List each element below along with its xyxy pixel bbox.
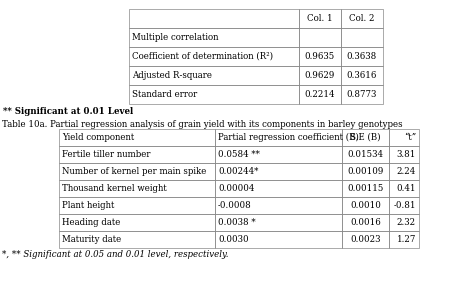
Bar <box>215 197 342 214</box>
Bar <box>342 180 389 197</box>
Text: 0.00244*: 0.00244* <box>218 167 258 176</box>
Text: 0.9635: 0.9635 <box>305 52 335 61</box>
Text: 0.01534: 0.01534 <box>347 150 383 159</box>
Bar <box>342 231 389 248</box>
Bar <box>299 85 341 104</box>
Bar <box>341 9 383 28</box>
Text: Table 10a. Partial regression analysis of grain yield with its components in bar: Table 10a. Partial regression analysis o… <box>2 120 402 129</box>
Bar <box>215 146 342 163</box>
Bar <box>389 146 419 163</box>
Bar <box>215 129 342 146</box>
Bar <box>342 163 389 180</box>
Text: 0.3616: 0.3616 <box>347 71 377 80</box>
Bar <box>342 129 389 146</box>
Text: -0.81: -0.81 <box>393 201 416 210</box>
Text: Number of kernel per main spike: Number of kernel per main spike <box>62 167 206 176</box>
Text: Plant height: Plant height <box>62 201 114 210</box>
Text: 0.0038 *: 0.0038 * <box>218 218 255 227</box>
Bar <box>59 197 215 214</box>
Text: 0.0016: 0.0016 <box>350 218 381 227</box>
Text: -0.0008: -0.0008 <box>218 201 252 210</box>
Bar <box>299 47 341 66</box>
Bar <box>59 231 215 248</box>
Text: 0.00109: 0.00109 <box>347 167 383 176</box>
Bar <box>342 214 389 231</box>
Bar <box>341 66 383 85</box>
Bar <box>59 129 215 146</box>
Bar <box>215 163 342 180</box>
Bar <box>389 197 419 214</box>
Text: 3.81: 3.81 <box>397 150 416 159</box>
Text: Maturity date: Maturity date <box>62 235 121 244</box>
Bar <box>299 66 341 85</box>
Bar <box>389 231 419 248</box>
Text: 0.0010: 0.0010 <box>350 201 381 210</box>
Bar <box>129 9 299 28</box>
Text: Adjusted R-square: Adjusted R-square <box>132 71 212 80</box>
Bar <box>299 9 341 28</box>
Text: *, ** Significant at 0.05 and 0.01 level, respectively.: *, ** Significant at 0.05 and 0.01 level… <box>2 250 228 259</box>
Text: Thousand kernel weight: Thousand kernel weight <box>62 184 167 193</box>
Text: 0.0023: 0.0023 <box>350 235 381 244</box>
Text: Heading date: Heading date <box>62 218 120 227</box>
Text: 2.24: 2.24 <box>397 167 416 176</box>
Text: S.E (B): S.E (B) <box>350 133 381 142</box>
Text: “t”: “t” <box>404 133 416 142</box>
Bar <box>215 180 342 197</box>
Text: Fertile tiller number: Fertile tiller number <box>62 150 151 159</box>
Text: 0.8773: 0.8773 <box>347 90 377 99</box>
Bar <box>215 214 342 231</box>
Bar <box>389 129 419 146</box>
Text: Partial regression coefficient (B): Partial regression coefficient (B) <box>218 133 359 142</box>
Bar <box>389 180 419 197</box>
Bar <box>341 47 383 66</box>
Bar <box>129 66 299 85</box>
Text: Coefficient of determination (R²): Coefficient of determination (R²) <box>132 52 273 61</box>
Bar <box>215 231 342 248</box>
Bar <box>299 28 341 47</box>
Bar <box>389 163 419 180</box>
Text: 0.3638: 0.3638 <box>347 52 377 61</box>
Bar <box>129 28 299 47</box>
Text: Multiple correlation: Multiple correlation <box>132 33 219 42</box>
Text: 0.00004: 0.00004 <box>218 184 255 193</box>
Text: 1.27: 1.27 <box>397 235 416 244</box>
Bar <box>341 28 383 47</box>
Bar <box>342 197 389 214</box>
Bar <box>59 146 215 163</box>
Text: Yield component: Yield component <box>62 133 134 142</box>
Text: 0.41: 0.41 <box>396 184 416 193</box>
Bar <box>389 214 419 231</box>
Text: Col. 2: Col. 2 <box>349 14 375 23</box>
Text: Col. 1: Col. 1 <box>307 14 333 23</box>
Text: Standard error: Standard error <box>132 90 197 99</box>
Text: 0.0030: 0.0030 <box>218 235 249 244</box>
Text: ** Significant at 0.01 Level: ** Significant at 0.01 Level <box>3 107 133 116</box>
Bar <box>59 180 215 197</box>
Bar <box>59 214 215 231</box>
Bar <box>59 163 215 180</box>
Text: 0.00115: 0.00115 <box>347 184 383 193</box>
Text: 0.0584 **: 0.0584 ** <box>218 150 260 159</box>
Bar <box>342 146 389 163</box>
Bar <box>129 47 299 66</box>
Text: 2.32: 2.32 <box>397 218 416 227</box>
Text: 0.9629: 0.9629 <box>305 71 335 80</box>
Bar <box>129 85 299 104</box>
Text: 0.2214: 0.2214 <box>305 90 335 99</box>
Bar <box>341 85 383 104</box>
